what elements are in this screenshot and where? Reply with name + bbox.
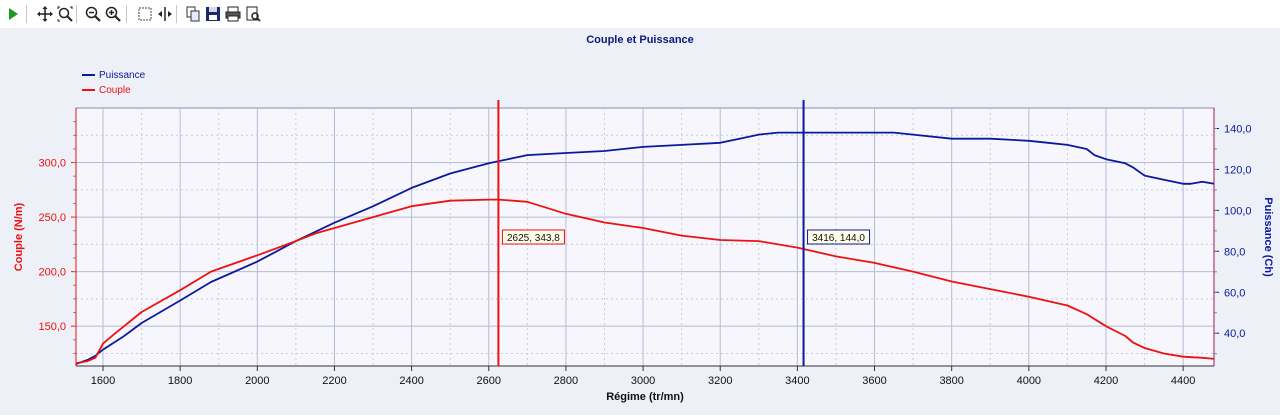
chart-svg: Couple et Puissance Puissance Couple 160…: [13, 34, 1274, 403]
y-left-tick-label: 250,0: [38, 212, 66, 224]
zoom-in-button[interactable]: [104, 5, 122, 23]
print-button[interactable]: [224, 5, 242, 23]
cursor-label: 2625, 343,8: [507, 233, 560, 244]
series-line-couple: [75, 198, 1215, 365]
x-tick-label: 1600: [91, 375, 115, 387]
x-axis: 1600 1800 2000 2200 2400 2600 2800 3000 3200 3400…: [76, 365, 1214, 387]
y-left-tick-label: 150,0: [38, 321, 66, 333]
x-tick-label: 3400: [785, 375, 809, 387]
y-right-tick-label: 120,0: [1224, 164, 1252, 176]
zoom-box-icon: [57, 6, 73, 22]
save-icon: [206, 7, 220, 21]
x-axis-label: Régime (tr/mn): [606, 391, 684, 403]
zoom-out-icon: [85, 6, 101, 22]
x-tick-label: 3000: [631, 375, 655, 387]
y-left-tick-label: 300,0: [38, 158, 66, 170]
cursor-line-icon: [158, 7, 172, 21]
print-preview-button[interactable]: [244, 5, 262, 23]
x-tick-label: 3800: [939, 375, 963, 387]
select-rect-icon: [138, 7, 152, 21]
y-axis-left-label: Couple (N/m): [13, 202, 25, 271]
pan-icon: [37, 6, 53, 22]
legend-label-puissance: Puissance: [99, 70, 146, 81]
copy-button[interactable]: [184, 5, 202, 23]
y-axis-right-label: Puissance (Ch): [1262, 197, 1274, 277]
x-tick-label: 4200: [1094, 375, 1118, 387]
toolbar-separator: [26, 5, 27, 23]
x-tick-label: 2200: [322, 375, 346, 387]
cursor-label-box: [501, 229, 565, 245]
y-right-tick-label: 80,0: [1224, 246, 1245, 258]
x-tick-label: 3600: [862, 375, 886, 387]
zoom-in-icon: [105, 6, 121, 22]
cursor-layer[interactable]: 2625, 343,8 3416, 144,0: [497, 100, 871, 366]
chart-panel: Couple et Puissance Puissance Couple 160…: [0, 28, 1280, 415]
y-axis-left: 150,0 200,0 250,0 300,0: [38, 108, 77, 366]
legend: Puissance Couple: [82, 70, 146, 96]
play-button[interactable]: [4, 5, 22, 23]
plot-area[interactable]: [75, 107, 1215, 367]
toolbar: [0, 0, 1280, 29]
x-tick-label: 3200: [708, 375, 732, 387]
chart-title: Couple et Puissance: [586, 34, 694, 46]
x-tick-label: 2800: [554, 375, 578, 387]
cursor-label: 3416, 144,0: [812, 233, 865, 244]
copy-icon: [186, 6, 200, 22]
toolbar-separator: [176, 5, 177, 23]
x-tick-label: 2000: [245, 375, 269, 387]
print-icon: [225, 6, 241, 22]
series-line-puissance: [75, 131, 1215, 365]
toolbar-separator: [126, 5, 127, 23]
x-tick-label: 2400: [399, 375, 423, 387]
y-right-tick-label: 100,0: [1224, 205, 1252, 217]
zoom-out-button[interactable]: [84, 5, 102, 23]
y-right-tick-label: 140,0: [1224, 123, 1252, 135]
y-right-tick-label: 60,0: [1224, 287, 1245, 299]
x-tick-label: 4000: [1017, 375, 1041, 387]
select-rect-button[interactable]: [136, 5, 154, 23]
cursor-label-box: [807, 229, 871, 245]
cursor-line-button[interactable]: [156, 5, 174, 23]
pan-button[interactable]: [36, 5, 54, 23]
print-preview-icon: [246, 6, 261, 22]
series-layer: [75, 131, 1215, 365]
toolbar-separator: [76, 5, 77, 23]
save-button[interactable]: [204, 5, 222, 23]
x-tick-label: 2600: [477, 375, 501, 387]
legend-label-couple: Couple: [99, 85, 131, 96]
zoom-box-button[interactable]: [56, 5, 74, 23]
y-left-tick-label: 200,0: [38, 267, 66, 279]
x-tick-label: 4400: [1171, 375, 1195, 387]
y-axis-right: 40,0 60,0 80,0 100,0 120,0 140,0: [1213, 108, 1252, 366]
y-right-tick-label: 40,0: [1224, 328, 1245, 340]
x-tick-label: 1800: [168, 375, 192, 387]
play-icon: [9, 8, 18, 20]
